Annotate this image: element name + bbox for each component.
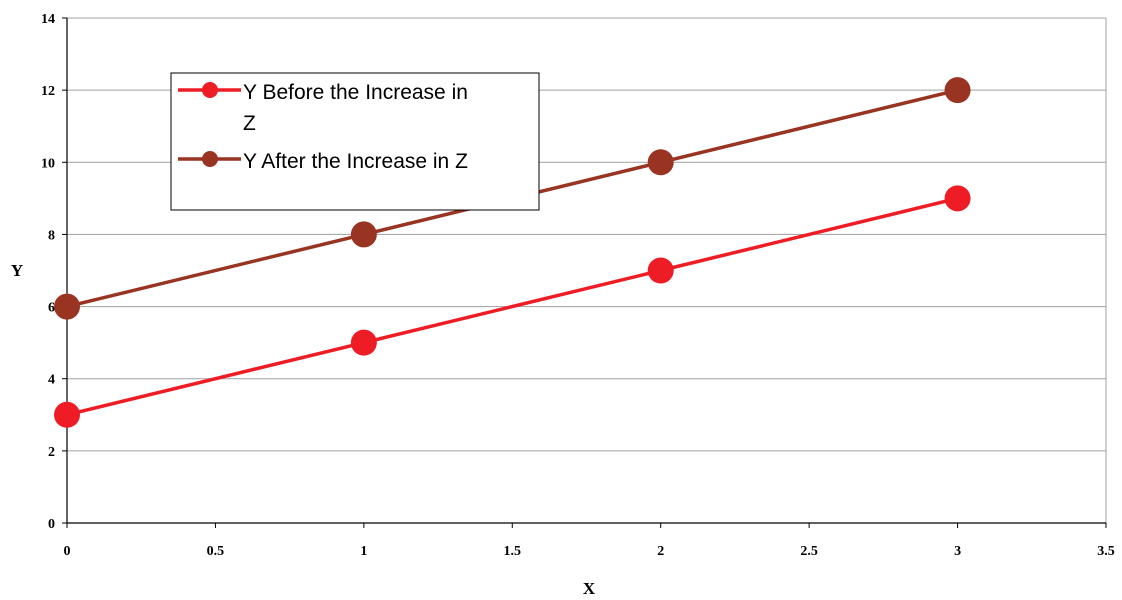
y-tick-label: 0 [48, 517, 55, 532]
y-tick-label: 4 [48, 373, 55, 388]
y-tick-label: 6 [48, 301, 55, 316]
series-2-point [54, 293, 80, 320]
legend-box [170, 72, 540, 211]
x-axis-label: X [583, 579, 596, 598]
x-tick-label: 1 [360, 544, 367, 559]
y-axis-ticks: 0 2 4 6 8 10 12 14 [41, 12, 67, 532]
axes [66, 18, 1106, 524]
x-tick-label: 1.5 [504, 544, 522, 559]
series-1-point [54, 401, 80, 428]
series-2-point [350, 221, 377, 248]
series-2-point [944, 77, 971, 104]
series-1-line [66, 196, 958, 417]
legend-swatch-marker [202, 151, 218, 167]
y-tick-label: 2 [48, 445, 55, 460]
y-tick-label: 10 [41, 156, 55, 171]
x-tick-label: 3 [954, 544, 961, 559]
legend-label: Z [243, 112, 256, 135]
x-tick-label: 2.5 [800, 544, 818, 559]
series-1-point [350, 329, 377, 356]
y-axis-label: Y [11, 261, 23, 280]
y-tick-label: 8 [48, 228, 55, 243]
x-tick-label: 3.5 [1097, 544, 1115, 559]
y-tick-label: 14 [41, 12, 55, 27]
series-group [54, 77, 971, 428]
x-tick-label: 0 [64, 544, 71, 559]
legend-label: Y After the Increase in Z [243, 150, 468, 173]
x-tick-label: 0.5 [207, 544, 225, 559]
y-tick-label: 12 [41, 84, 55, 99]
series-1-point [944, 185, 971, 212]
x-tick-label: 2 [657, 544, 664, 559]
legend-swatch-marker [202, 82, 218, 98]
x-axis-ticks: 0 0.5 1 1.5 2 2.5 3 3.5 [64, 523, 1115, 559]
series-1-point [647, 257, 674, 284]
legend-label: Y Before the Increase in [243, 81, 468, 104]
series-2-point [647, 149, 674, 176]
legend: Y Before the Increase in Z Y After the Inc… [170, 72, 540, 211]
